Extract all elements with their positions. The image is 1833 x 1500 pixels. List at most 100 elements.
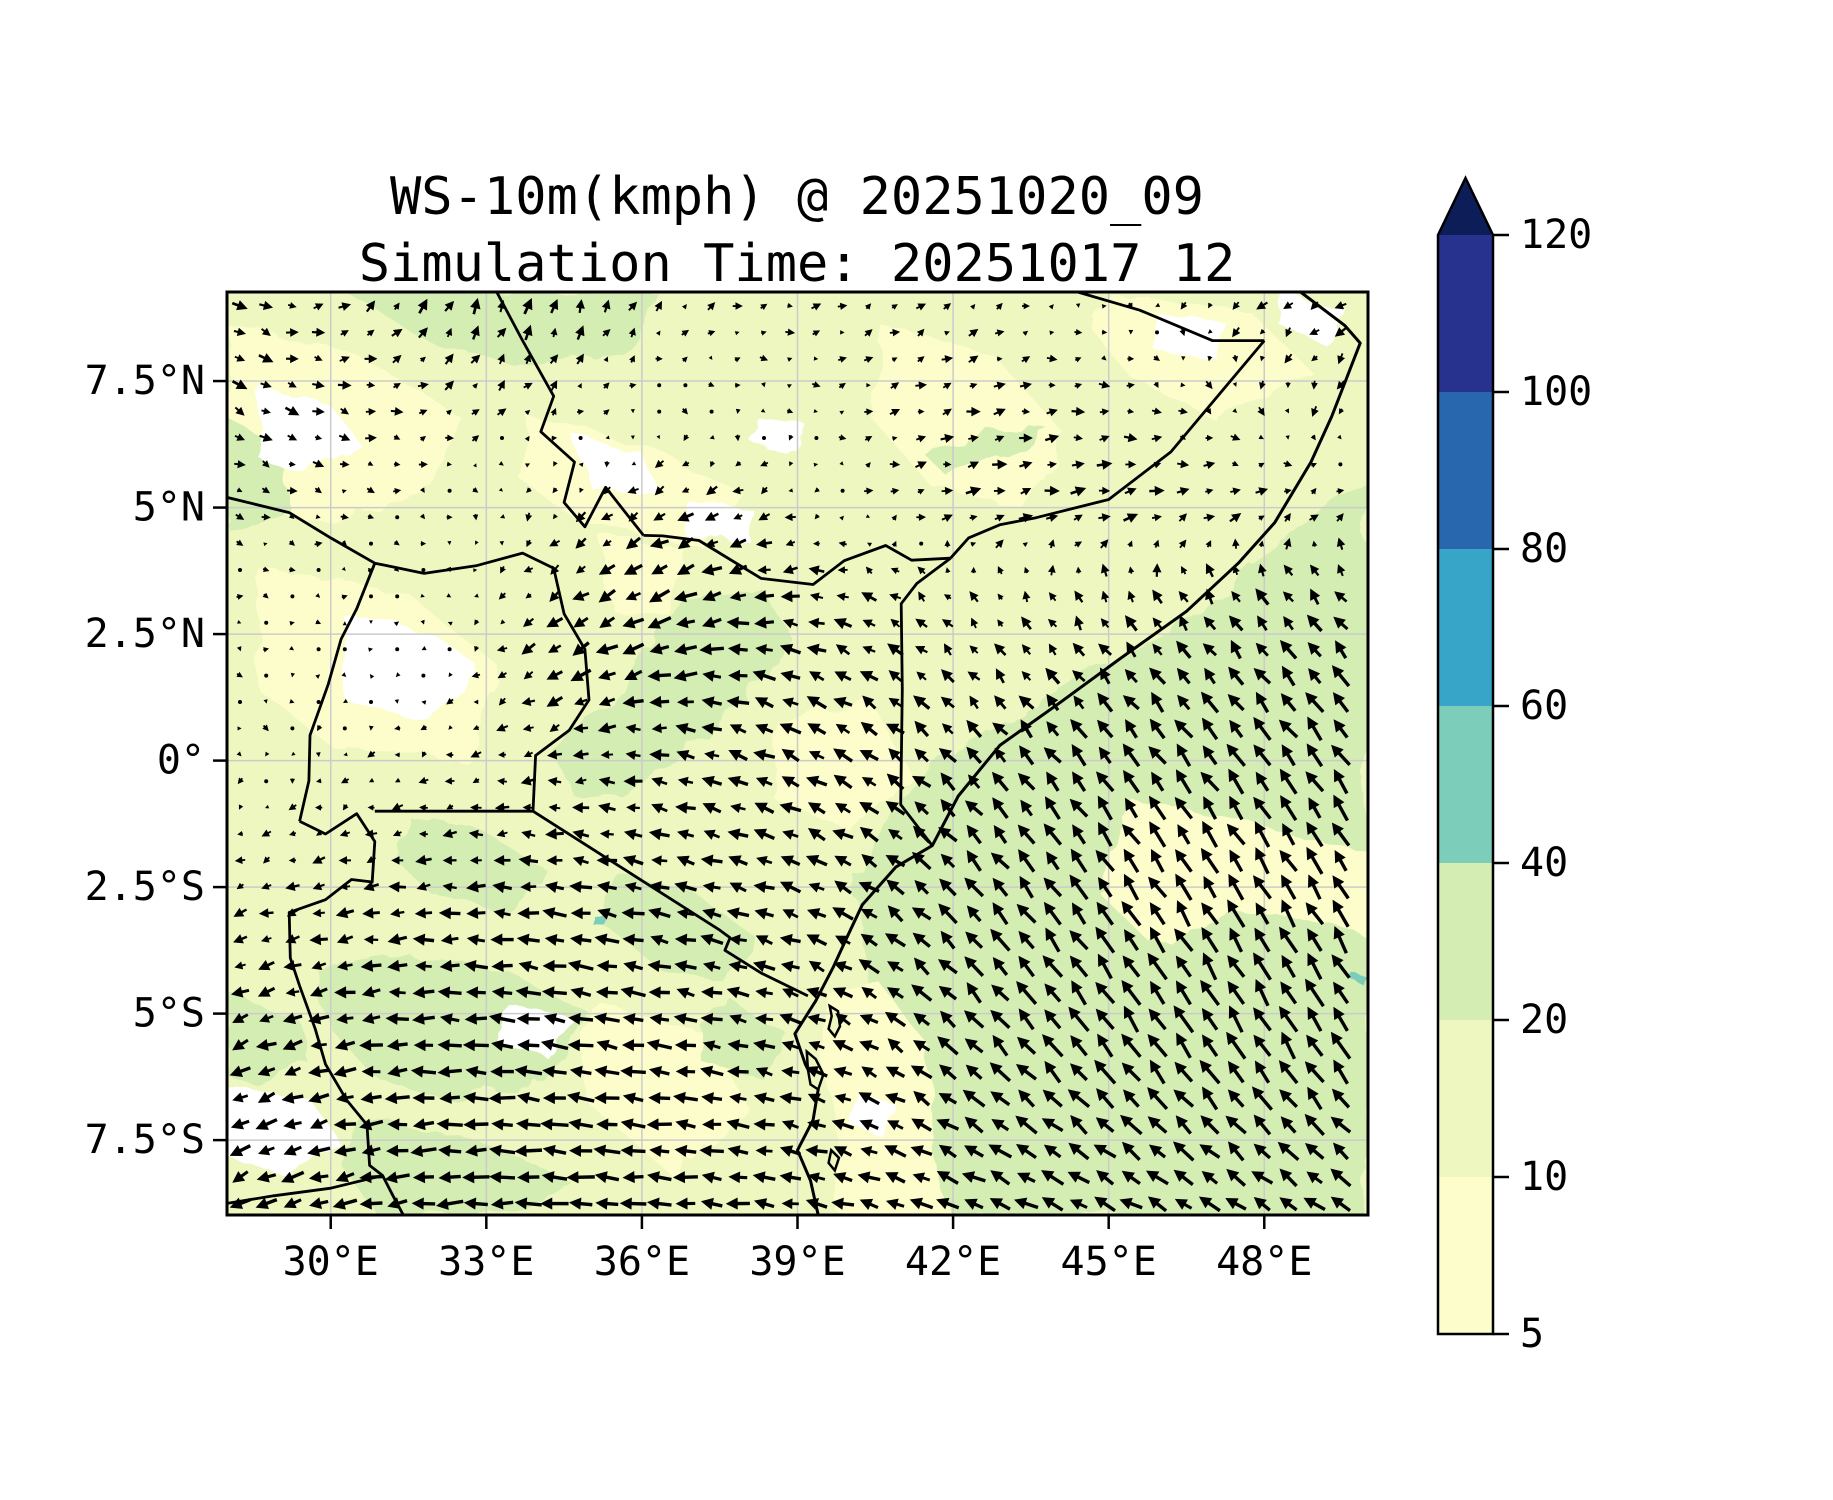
wind-arrow-head [233,907,245,917]
wind-arrow [1232,355,1239,363]
wind-arrow-head [1155,302,1161,307]
wind-arrow [674,933,697,946]
wind-arrow-head [236,327,247,337]
wind-arrow [544,881,565,894]
wind-arrow [755,776,773,788]
wind-arrow-head [368,407,377,416]
wind-arrow-shaft [865,963,880,975]
wind-arrow [474,593,479,598]
wind-arrow [917,408,925,415]
wind-arrow [474,619,480,626]
wind-arrow-shaft [1284,882,1297,900]
wind-arrow [915,618,928,628]
wind-arrow-head [859,826,873,840]
wind-arrow-head [1019,745,1032,759]
wind-arrow-head [650,934,664,946]
wind-arrow [394,777,401,783]
wind-arrow-head [1310,434,1316,441]
wind-arrow-head [1149,718,1162,732]
wind-arrow-head [236,671,243,678]
wind-arrow [889,460,901,468]
wind-arrow-head [412,986,426,999]
wind-arrow-head [575,299,585,309]
wind-arrow-shaft [1205,828,1219,848]
wind-arrow [550,407,557,416]
wind-arrow-head [342,621,347,626]
wind-arrow [995,668,1006,684]
wind-arrow [518,960,539,973]
wind-arrow [492,881,513,894]
wind-arrow [264,673,269,678]
wind-arrow-head [466,880,479,893]
wind-arrow [445,434,455,442]
wind-arrow [526,539,533,548]
wind-arrow [445,751,454,759]
wind-arrow [1071,460,1085,470]
wind-arrow-shaft [917,857,932,871]
wind-arrow-head [420,593,425,598]
wind-arrow-head [412,933,426,946]
wind-arrow [733,512,743,520]
wind-arrow-head [726,907,740,920]
wind-arrow [576,409,585,415]
wind-arrow-head [263,542,268,547]
wind-arrow [835,1013,851,1026]
wind-arrow [233,327,247,337]
wind-arrow-head [656,355,663,362]
wind-arrow [1176,667,1191,685]
wind-arrow-head [1203,875,1215,890]
wind-arrow-head [1023,302,1030,310]
wind-arrow [421,751,427,758]
wind-arrow [388,987,406,998]
wind-arrow [1024,566,1030,574]
wind-arrow-head [702,670,715,682]
wind-arrow-head [915,646,926,655]
wind-arrow-head [726,616,739,629]
wind-arrow-head [447,621,453,626]
wind-arrow-head [727,775,741,788]
wind-arrow [888,697,903,708]
wind-arrow-head [497,408,507,417]
wind-arrow-head [1256,301,1267,310]
wind-arrow [1074,382,1083,389]
wind-arrow-head [598,563,612,575]
wind-arrow [1335,640,1348,659]
wind-arrow [546,616,564,628]
wind-arrow-head [364,829,374,838]
wind-arrow-head [572,829,585,840]
wind-arrow-head [542,959,555,973]
wind-arrow-head [728,563,743,575]
wind-arrow-head [1121,901,1134,915]
wind-arrow-head [261,882,270,890]
wind-arrow-head [421,700,427,705]
wind-arrow [940,930,956,950]
wind-arrow-head [1283,301,1293,310]
wind-arrow-shaft [1257,723,1272,741]
wind-arrow-head [523,353,532,363]
wind-arrow-head [367,460,374,466]
wind-arrow [1042,955,1064,978]
wind-arrow-head [363,881,375,892]
wind-arrow [263,647,270,653]
wind-arrow-head [675,616,689,629]
wind-arrow-head [943,594,952,601]
wind-arrow-head [992,797,1005,811]
wind-arrow [1253,716,1272,741]
wind-arrow [673,669,698,682]
wind-arrow [1232,408,1238,414]
country-border [287,812,377,987]
wind-arrow-head [548,643,559,653]
wind-arrow [1074,541,1083,548]
wind-arrow [917,356,925,363]
wind-arrow-head [605,435,610,440]
wind-arrow [994,643,1007,656]
wind-arrow-head [549,591,560,603]
wind-arrow [912,825,931,844]
wind-arrow-head [577,409,585,415]
wind-arrow-head [629,355,635,363]
wind-arrow-head [760,354,769,362]
wind-arrow-head [833,774,847,787]
wind-arrow [1253,952,1272,981]
wind-arrow-head [1228,615,1242,629]
wind-arrow-head [812,330,821,337]
